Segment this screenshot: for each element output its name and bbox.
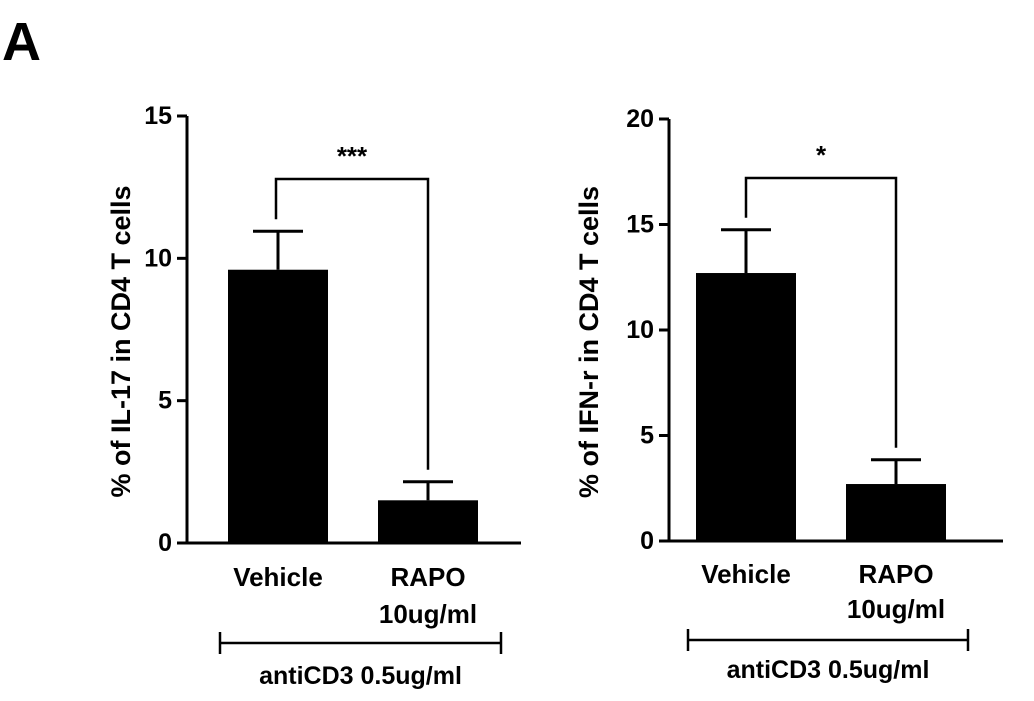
y-axis-title: % of IFN-r in CD4 T cells: [574, 186, 604, 498]
x-category-sublabel: 10ug/ml: [847, 594, 945, 624]
x-category-label: Vehicle: [233, 562, 323, 592]
chart-il17: 0 5 10 15 % of IL-17 in CD4 T cells Vehicle RA…: [106, 102, 521, 690]
significance-label: ***: [337, 141, 368, 171]
significance-label: *: [816, 140, 827, 170]
significance-bracket: [744, 176, 898, 448]
significance-bracket: [274, 177, 430, 470]
x-category-label: RAPO: [858, 559, 933, 589]
bar-rapo: [846, 484, 946, 541]
chart-ifn: 0 5 10 15 20 % of IFN-r in CD4 T cells Vehicle…: [574, 105, 1003, 684]
y-tick-label: 0: [640, 527, 654, 555]
x-category-sublabel: 10ug/ml: [379, 599, 477, 629]
y-tick-label: 20: [626, 105, 654, 133]
bar-vehicle: [696, 273, 796, 541]
y-tick-label: 10: [626, 316, 654, 344]
bar-rapo: [378, 500, 478, 543]
y-tick-label: 0: [158, 529, 172, 557]
y-tick-label: 15: [144, 102, 172, 130]
x-category-label: RAPO: [390, 562, 465, 592]
y-tick-label: 10: [144, 244, 172, 272]
x-category-label: Vehicle: [701, 559, 791, 589]
y-tick-label: 5: [158, 387, 172, 415]
group-label: antiCD3 0.5ug/ml: [727, 656, 930, 684]
y-axis-title: % of IL-17 in CD4 T cells: [106, 185, 136, 497]
group-label: antiCD3 0.5ug/ml: [259, 662, 462, 690]
y-tick-label: 5: [640, 422, 654, 450]
bar-vehicle: [228, 269, 328, 543]
y-tick-label: 15: [626, 211, 654, 239]
panel-label: A: [2, 12, 41, 72]
